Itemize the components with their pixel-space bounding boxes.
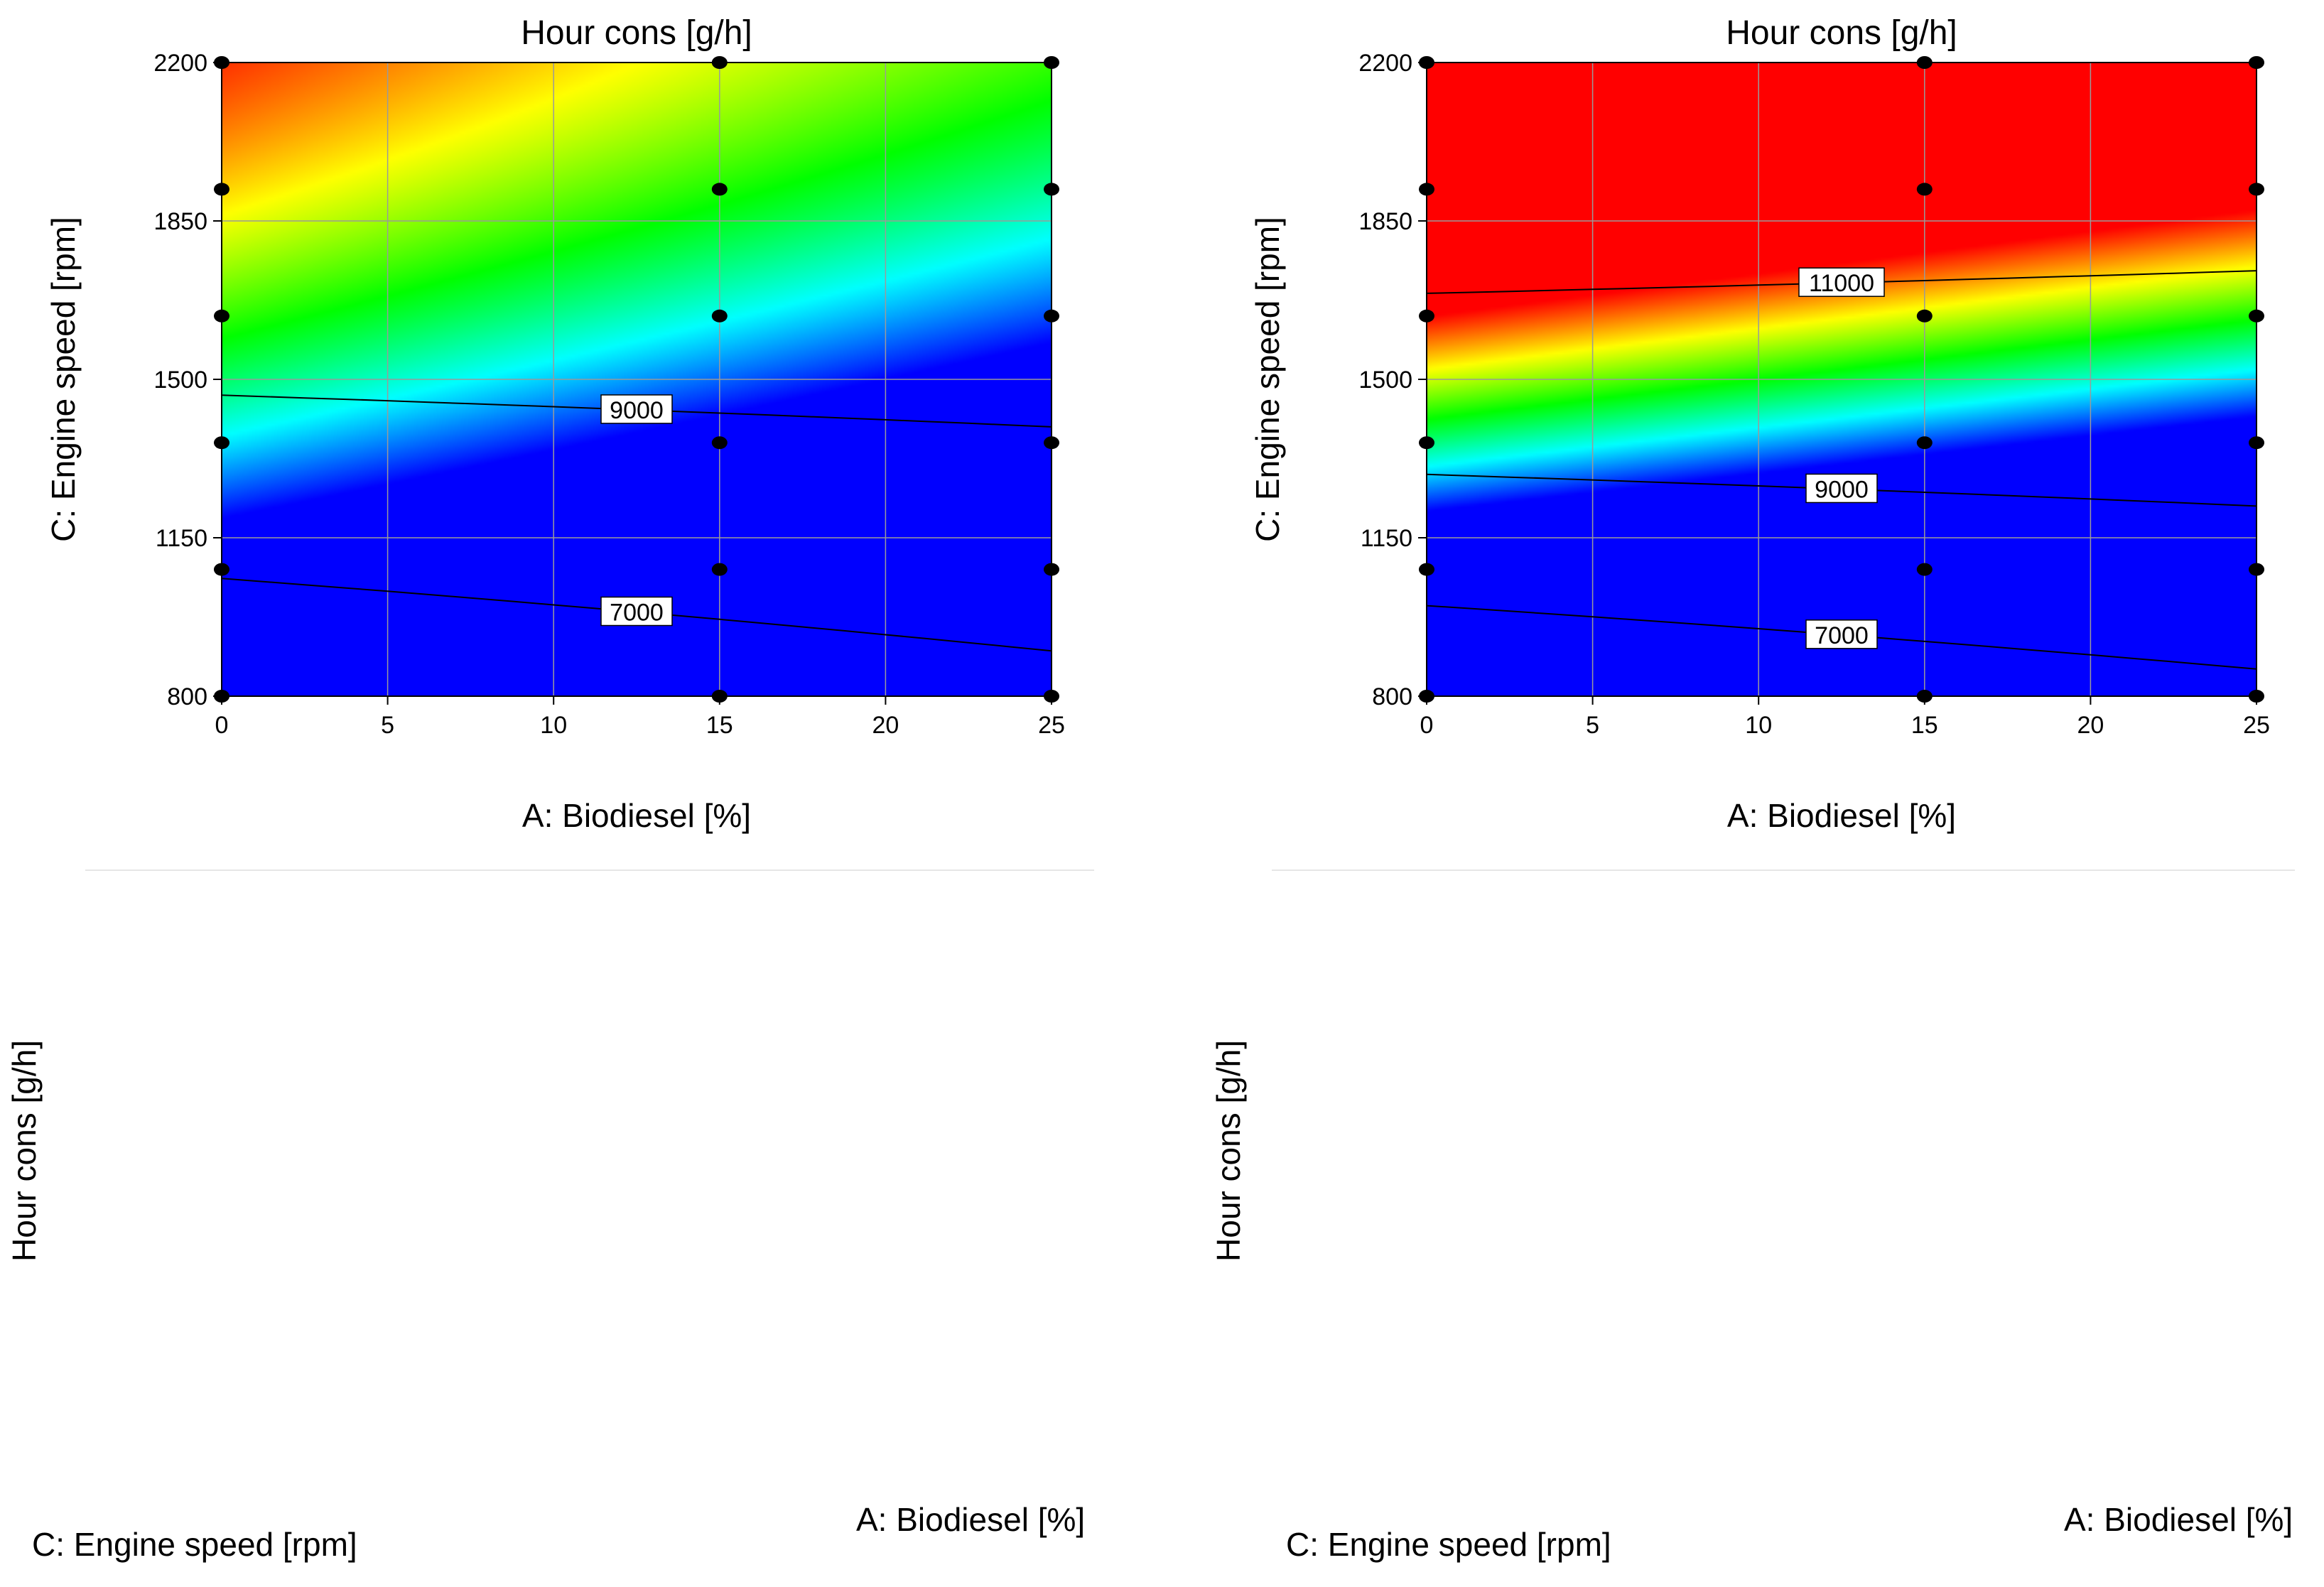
contour-label: 11000 (1809, 270, 1874, 297)
contour-label: 7000 (610, 599, 664, 626)
contour-label-box (1805, 619, 1878, 649)
x-tick-label: 20 (872, 712, 899, 739)
contour-plot-2-title: Hour cons [g/h] (1726, 14, 1957, 52)
surface-plot-1: Hour cons [g/h] C: Engine speed [rpm] A:… (6, 1040, 1085, 1563)
contour-plot-2-y-ticks: 800 1150 1500 1850 2200 (1358, 50, 1427, 710)
y-tick-label: 1500 (1358, 367, 1412, 394)
design-point (1044, 183, 1059, 196)
x-tick-label: 5 (1586, 712, 1599, 739)
contour-label: 9000 (1815, 476, 1869, 503)
y-tick-label: 1150 (156, 525, 207, 552)
y-tick-label: 800 (167, 683, 207, 710)
design-point (1916, 563, 1933, 576)
surface-plot-1-biodiesel-label: A: Biodiesel [%] (856, 1501, 1085, 1538)
design-point (1419, 183, 1434, 196)
contour-label-box (1805, 473, 1878, 504)
design-point (711, 56, 728, 69)
x-tick-label: 10 (540, 712, 567, 739)
design-point (2249, 56, 2264, 69)
x-tick-label: 25 (1038, 712, 1065, 739)
x-tick-label: 25 (2243, 712, 2270, 739)
x-tick-label: 20 (2077, 712, 2104, 739)
contour-plot-2-y-axis-label: C: Engine speed [rpm] (1249, 217, 1286, 542)
design-point (1916, 436, 1933, 450)
y-tick-label: 1500 (153, 367, 207, 394)
contour-plot-2-contour-lines: 11000 9000 7000 (1427, 267, 2257, 670)
surface-plot-1-z-axis-label: Hour cons [g/h] (6, 1040, 43, 1262)
x-tick-label: 5 (381, 712, 394, 739)
contour-plot-1-contour-lines: 9000 7000 (222, 394, 1052, 652)
y-tick-label: 1850 (153, 208, 207, 235)
surface-plot-2-engine-speed-label: C: Engine speed [rpm] (1286, 1526, 1611, 1563)
design-point (1916, 183, 1933, 196)
x-tick-label: 0 (215, 712, 229, 739)
design-point (1044, 309, 1059, 323)
design-point (1916, 309, 1933, 323)
design-point (711, 183, 728, 196)
x-tick-label: 15 (706, 712, 733, 739)
contour-label-box (600, 394, 673, 424)
design-point (214, 563, 229, 576)
surface-plot-1-engine-speed-label: C: Engine speed [rpm] (32, 1526, 357, 1563)
design-point (711, 309, 728, 323)
design-point (1044, 56, 1059, 69)
design-point (1419, 436, 1434, 450)
contour-plot-1-design-points (214, 56, 1059, 703)
contour-label: 9000 (610, 397, 664, 424)
design-point (214, 309, 229, 323)
design-point (2249, 183, 2264, 196)
surface-plot-2: Hour cons [g/h] C: Engine speed [rpm] A:… (1210, 1040, 2293, 1563)
design-point (1044, 563, 1059, 576)
design-point (2249, 436, 2264, 450)
surface-plot-2-biodiesel-label: A: Biodiesel [%] (2064, 1501, 2293, 1538)
contour-plot-1-x-axis-label: A: Biodiesel [%] (522, 797, 751, 834)
design-point (2249, 309, 2264, 323)
design-point (214, 183, 229, 196)
design-point (1419, 563, 1434, 576)
design-point (214, 436, 229, 450)
contour-plot-2-design-points (1419, 56, 2264, 703)
design-point (1419, 309, 1434, 323)
y-tick-label: 1150 (1361, 525, 1412, 552)
design-point (2249, 563, 2264, 576)
contour-plot-1-y-ticks: 800 1150 1500 1850 2200 (153, 50, 222, 710)
contour-plot-1-y-axis-label: C: Engine speed [rpm] (45, 217, 82, 542)
contour-label-box (1798, 267, 1885, 297)
design-point (1044, 436, 1059, 450)
y-tick-label: 2200 (1358, 50, 1412, 77)
surface-plot-2-z-axis-label: Hour cons [g/h] (1210, 1040, 1247, 1262)
contour-label-box (600, 596, 673, 627)
contour-plot-1-x-ticks: 0 5 10 15 20 25 (215, 696, 1065, 739)
design-point (1916, 56, 1933, 69)
x-tick-label: 10 (1745, 712, 1772, 739)
y-tick-label: 1850 (1358, 208, 1412, 235)
contour-plot-2: 11000 9000 7000 0 5 10 15 20 25 800 1150 1500 1850… (1249, 14, 2270, 834)
x-tick-label: 15 (1911, 712, 1938, 739)
contour-plot-1-title: Hour cons [g/h] (521, 14, 752, 52)
design-point (711, 563, 728, 576)
contour-plot-2-x-ticks: 0 5 10 15 20 25 (1420, 696, 2270, 739)
contour-plot-2-x-axis-label: A: Biodiesel [%] (1727, 797, 1956, 834)
y-tick-label: 2200 (153, 50, 207, 77)
x-tick-label: 0 (1420, 712, 1434, 739)
design-point (711, 436, 728, 450)
y-tick-label: 800 (1372, 683, 1412, 710)
contour-label: 7000 (1815, 622, 1869, 649)
